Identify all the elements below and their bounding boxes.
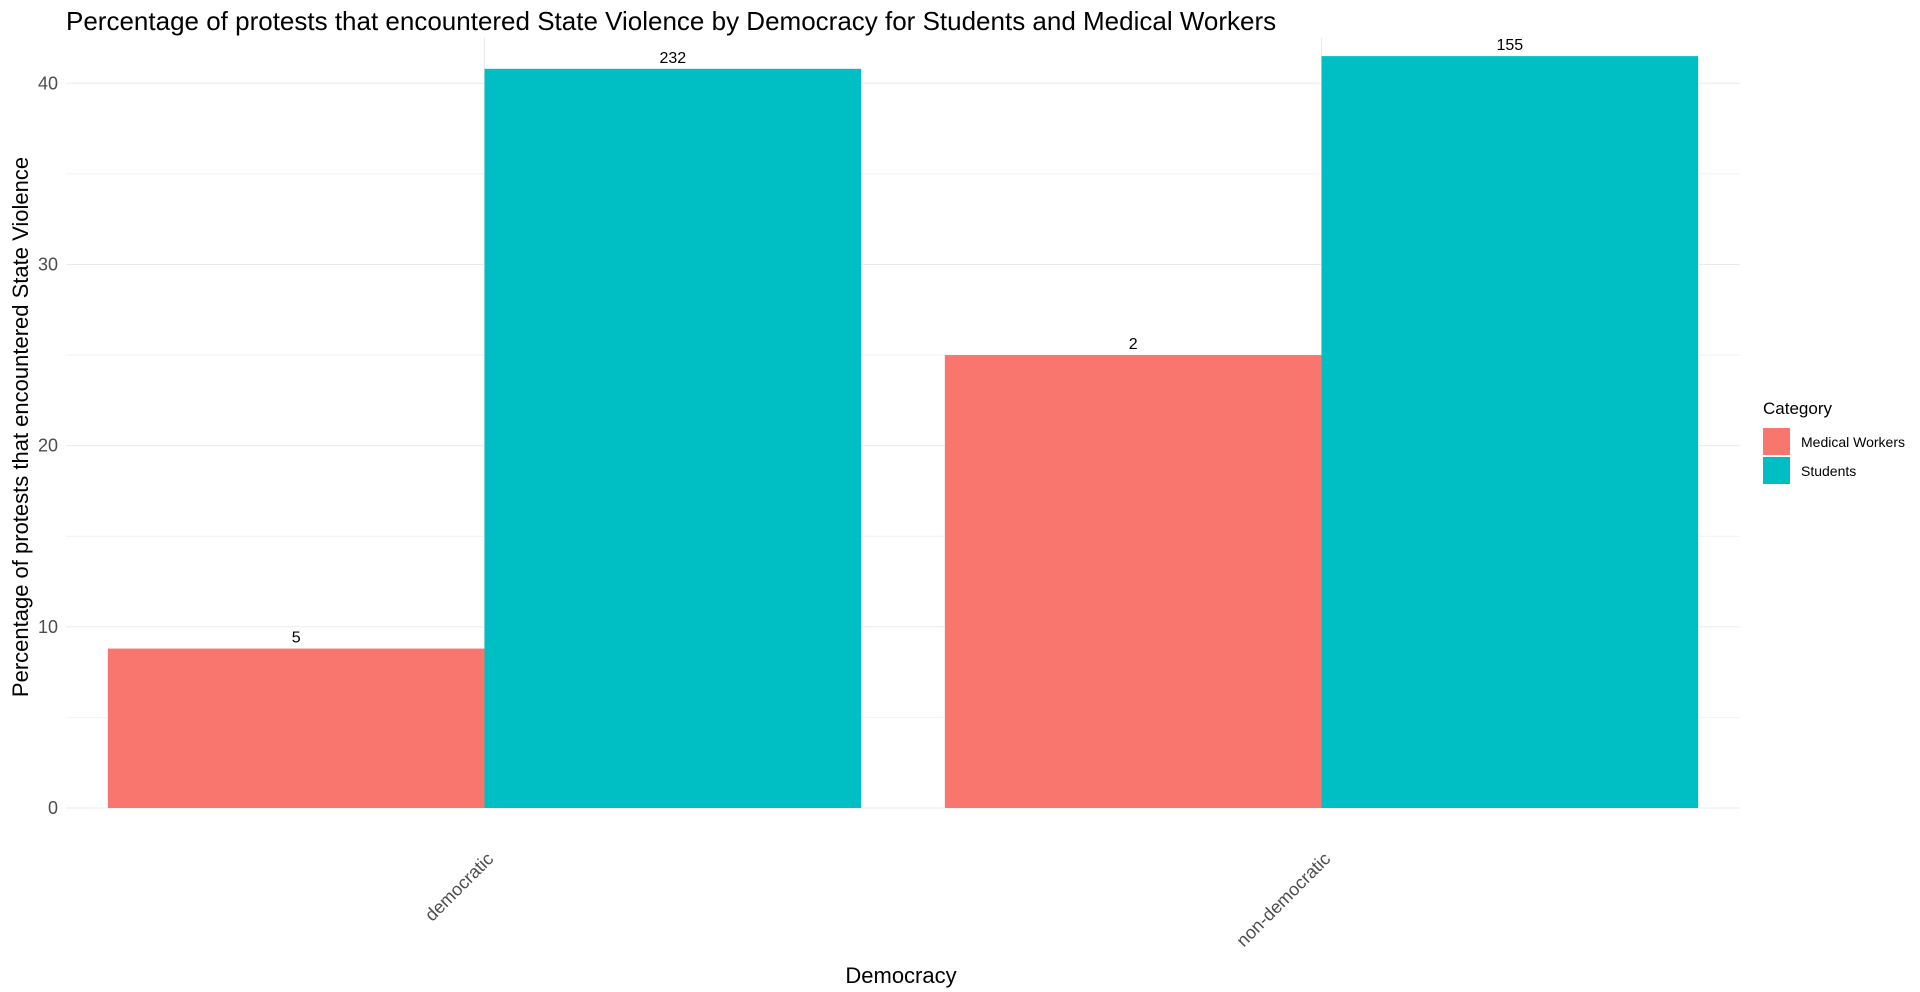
bar-students-democratic xyxy=(484,68,862,809)
legend-title: Category xyxy=(1763,399,1832,418)
bar-medical-workers-non-democratic xyxy=(944,355,1322,808)
legend-label: Students xyxy=(1801,462,1857,479)
x-tick-label: democratic xyxy=(421,849,497,925)
bar-medical-workers-democratic xyxy=(107,648,485,808)
y-tick-label: 0 xyxy=(48,798,58,818)
data-label: 5 xyxy=(292,630,301,647)
data-label: 155 xyxy=(1496,37,1523,54)
data-label: 2 xyxy=(1129,336,1138,353)
y-axis-title: Percentage of protests that encountered … xyxy=(8,157,33,697)
data-labels: 5 232 2 155 xyxy=(292,37,1524,646)
legend: Category Medical Workers Students xyxy=(1763,399,1905,485)
x-tick-label: non-democratic xyxy=(1232,849,1334,951)
y-axis: 0 10 20 30 40 xyxy=(38,73,58,818)
x-axis-title: Democracy xyxy=(845,963,956,988)
bars xyxy=(107,56,1699,809)
data-label: 232 xyxy=(659,50,686,67)
chart-title: Percentage of protests that encountered … xyxy=(66,6,1277,36)
legend-label: Medical Workers xyxy=(1801,433,1905,450)
legend-key xyxy=(1763,428,1790,455)
legend-item: Students xyxy=(1763,456,1905,485)
legend-item: Medical Workers xyxy=(1763,427,1905,456)
legend-key xyxy=(1763,457,1790,484)
bar-students-non-democratic xyxy=(1321,56,1699,808)
y-tick-label: 20 xyxy=(38,436,58,456)
y-tick-label: 10 xyxy=(38,617,58,637)
y-tick-label: 30 xyxy=(38,254,58,274)
y-tick-label: 40 xyxy=(38,73,58,93)
legend-items: Medical Workers Students xyxy=(1763,427,1905,485)
x-axis: democratic non-democratic xyxy=(421,849,1334,951)
